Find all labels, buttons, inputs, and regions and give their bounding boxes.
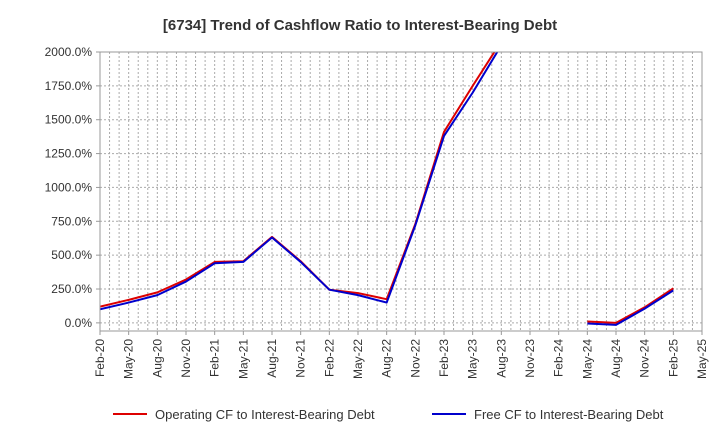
x-tick-label: May-24: [580, 339, 594, 379]
y-tick-label: 1000.0%: [45, 180, 93, 194]
y-tick-label: 750.0%: [51, 214, 92, 228]
y-tick-label: 500.0%: [51, 248, 92, 262]
x-tick-label: May-22: [351, 339, 365, 379]
x-tick-label: Aug-24: [609, 339, 623, 378]
x-tick-label: Aug-20: [150, 339, 164, 378]
x-tick-label: May-23: [466, 339, 480, 379]
series-lines: [100, 52, 674, 326]
y-tick-label: 1500.0%: [45, 113, 93, 127]
legend: Operating CF to Interest-Bearing Debt Fre…: [113, 407, 664, 422]
x-tick-label: May-21: [236, 339, 250, 379]
y-tick-label: 250.0%: [51, 282, 92, 296]
x-tick-label: Feb-25: [666, 339, 680, 377]
x-tick-label: Nov-20: [179, 339, 193, 378]
x-tick-label: Aug-22: [380, 339, 394, 378]
x-tick-label: Nov-21: [294, 339, 308, 378]
y-tick-label: 1250.0%: [45, 147, 93, 161]
legend-label: Free CF to Interest-Bearing Debt: [474, 407, 664, 422]
legend-label: Operating CF to Interest-Bearing Debt: [155, 407, 375, 422]
x-tick-label: Aug-23: [494, 339, 508, 378]
x-tick-label: May-20: [122, 339, 136, 379]
x-tick-label: Nov-23: [523, 339, 537, 378]
x-tick-label: Nov-22: [408, 339, 422, 378]
x-tick-label: Feb-20: [93, 339, 107, 377]
x-tick-label: Feb-23: [437, 339, 451, 377]
x-axis-labels: Feb-20 May-20 Aug-20 Nov-20 Feb-21 May-21 Aug-…: [93, 339, 709, 379]
x-tick-label: Feb-22: [322, 339, 336, 377]
x-tick-label: Feb-21: [208, 339, 222, 377]
series-line-free-cf: [100, 52, 674, 326]
y-axis-labels: 0.0% 250.0% 500.0% 750.0% 1000.0% 1250.0% 1500…: [45, 45, 93, 330]
x-tick-label: Feb-24: [552, 339, 566, 377]
y-tick-label: 2000.0%: [45, 45, 93, 59]
chart-title: [6734] Trend of Cashflow Ratio to Intere…: [163, 17, 557, 34]
x-tick-label: Nov-24: [638, 339, 652, 378]
plot-frame: [99, 51, 703, 332]
y-tick-label: 0.0%: [65, 316, 93, 330]
x-tick-label: Aug-21: [265, 339, 279, 378]
y-tick-label: 1750.0%: [45, 79, 93, 93]
x-tick-label: May-25: [695, 339, 709, 379]
grid: [96, 51, 703, 335]
